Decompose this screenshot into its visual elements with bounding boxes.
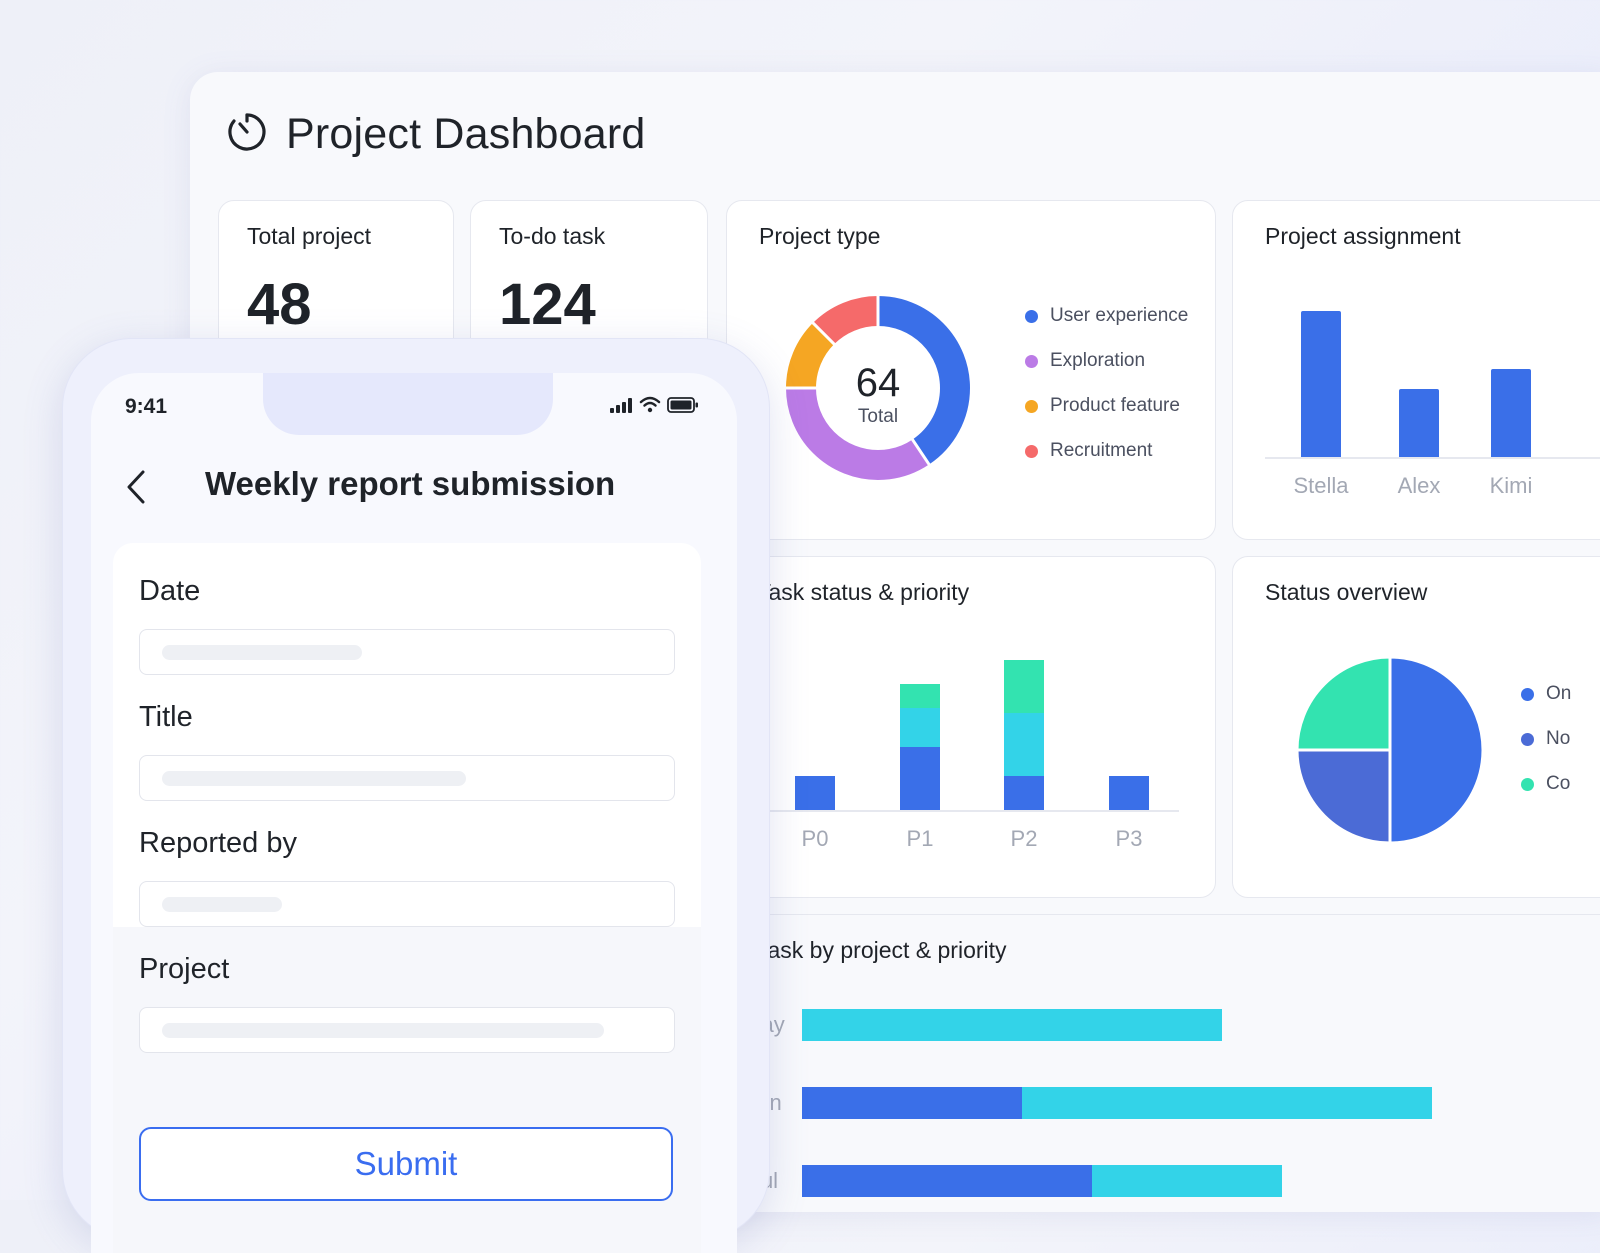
legend-label: On — [1546, 683, 1572, 704]
x-tick-label: Stella — [1293, 473, 1349, 498]
bar-segment-p1-blue[interactable] — [900, 747, 940, 810]
legend-dot — [1025, 354, 1038, 368]
x-tick-label: Alex — [1397, 473, 1441, 498]
bar-stella[interactable] — [1301, 311, 1341, 457]
field-label-reported-by: Reported by — [139, 827, 297, 859]
date-input[interactable] — [139, 629, 675, 675]
legend-item-co: Co — [1521, 773, 1570, 795]
report-form: Date Title Reported by Project Submit — [113, 543, 701, 1253]
x-axis-line — [763, 810, 1179, 812]
stat-label: To-do task — [499, 223, 606, 249]
hbar-segment-jul-blue[interactable] — [802, 1165, 1092, 1197]
project-type-donut-chart — [785, 295, 970, 480]
bar-segment-p2-cyan[interactable] — [1004, 713, 1044, 777]
input-placeholder — [162, 1023, 604, 1038]
battery-icon — [667, 397, 699, 418]
legend-label: User experience — [1050, 305, 1189, 326]
x-tick-label: Kimi — [1489, 473, 1533, 498]
x-tick-label: P2 — [1010, 826, 1038, 851]
pie-slice-co[interactable] — [1295, 655, 1392, 752]
pie-slice-on[interactable] — [1388, 655, 1485, 845]
card-title: Project type — [759, 223, 881, 249]
status-overview-card: Status overview On No Co — [1232, 556, 1600, 898]
legend-dot — [1025, 399, 1038, 413]
field-label-date: Date — [139, 575, 201, 607]
task-by-project-chart: MayJunJul — [726, 915, 1600, 1215]
hbar-segment-jul-cyan[interactable] — [1092, 1165, 1282, 1197]
card-title: Task by project & priority — [756, 937, 1007, 963]
task-status-chart: P0 P1 P2 P3 — [727, 557, 1215, 897]
legend-dot — [1521, 687, 1534, 701]
page-title: Project Dashboard — [286, 110, 646, 158]
timer-icon — [226, 111, 268, 158]
input-placeholder — [162, 897, 282, 912]
screen-title: Weekly report submission — [205, 465, 616, 502]
title-input[interactable] — [139, 755, 675, 801]
x-tick-label: P0 — [801, 826, 829, 851]
project-assignment-card: Project assignment Stella Alex Kimi — [1232, 200, 1600, 540]
bar-segment-p3-blue[interactable] — [1109, 776, 1149, 810]
bar-segment-p1-cyan[interactable] — [900, 708, 940, 748]
donut-separator — [811, 321, 836, 346]
legend-item-on: On — [1521, 683, 1571, 705]
legend-label: Product feature — [1050, 395, 1180, 416]
legend-dot — [1025, 444, 1038, 458]
legend-dot — [1521, 777, 1534, 791]
bar-segment-p2-green[interactable] — [1004, 660, 1044, 714]
hbar-segment-may-cyan[interactable] — [802, 1009, 1222, 1041]
legend-dot — [1521, 732, 1534, 746]
phone-notch — [263, 373, 553, 435]
legend-item-exploration: Exploration — [1025, 350, 1145, 372]
legend-label: Recruitment — [1050, 440, 1153, 461]
stat-value: 48 — [247, 272, 312, 337]
stat-label: Total project — [247, 223, 372, 249]
reported-by-input[interactable] — [139, 881, 675, 927]
input-placeholder — [162, 771, 466, 786]
legend-dot — [1025, 309, 1038, 323]
wifi-icon — [639, 395, 661, 418]
legend-label: Co — [1546, 773, 1571, 794]
hbar-segment-jun-cyan[interactable] — [1022, 1087, 1432, 1119]
bar-segment-p1-green[interactable] — [900, 684, 940, 709]
legend-item-recruitment: Recruitment — [1025, 440, 1152, 462]
hbar-segment-jun-blue[interactable] — [802, 1087, 1022, 1119]
phone-mockup: 9:41 — [62, 338, 770, 1253]
project-type-card: Project type 64 Total User experience Ex… — [726, 200, 1216, 540]
field-label-project: Project — [139, 953, 230, 985]
status-bar-time: 9:41 — [125, 395, 168, 418]
task-by-project-section: Task by project & priority MayJunJul — [726, 914, 1600, 1215]
back-chevron-icon[interactable] — [125, 469, 147, 510]
x-axis-line — [1265, 457, 1600, 459]
signal-icon — [609, 397, 635, 418]
bar-kimi[interactable] — [1491, 369, 1531, 457]
project-assignment-chart: Stella Alex Kimi — [1233, 201, 1600, 539]
legend-item-no: No — [1521, 728, 1570, 750]
donut-separator — [910, 437, 931, 467]
dashboard-header: Project Dashboard — [226, 110, 646, 159]
stat-value: 124 — [499, 272, 596, 337]
phone-screen: 9:41 — [91, 373, 737, 1253]
dashboard-window: Project Dashboard Total project 48 To-do… — [190, 72, 1600, 1212]
legend-item-user-experience: User experience — [1025, 305, 1188, 327]
donut-total-label: Total — [857, 406, 899, 427]
pie-slice-no[interactable] — [1295, 748, 1392, 845]
legend-label: Exploration — [1050, 350, 1146, 371]
input-placeholder — [162, 645, 362, 660]
x-tick-label: P3 — [1115, 826, 1143, 851]
card-title: Project assignment — [1265, 223, 1461, 249]
status-overview-pie-chart — [1295, 655, 1485, 845]
task-status-card: Task status & priority P0 P1 P2 P3 — [726, 556, 1216, 898]
submit-button[interactable]: Submit — [139, 1127, 673, 1201]
donut-total-value: 64 — [855, 361, 901, 405]
legend-label: No — [1546, 728, 1571, 749]
project-input[interactable] — [139, 1007, 675, 1053]
bar-segment-p2-blue[interactable] — [1004, 776, 1044, 810]
x-tick-label: P1 — [906, 826, 934, 851]
legend-item-product-feature: Product feature — [1025, 395, 1180, 417]
field-label-title: Title — [139, 701, 193, 733]
bar-alex[interactable] — [1399, 388, 1439, 457]
bar-segment-p0-blue[interactable] — [795, 776, 835, 810]
card-title: Task status & priority — [757, 579, 970, 605]
card-title: Status overview — [1265, 579, 1428, 605]
